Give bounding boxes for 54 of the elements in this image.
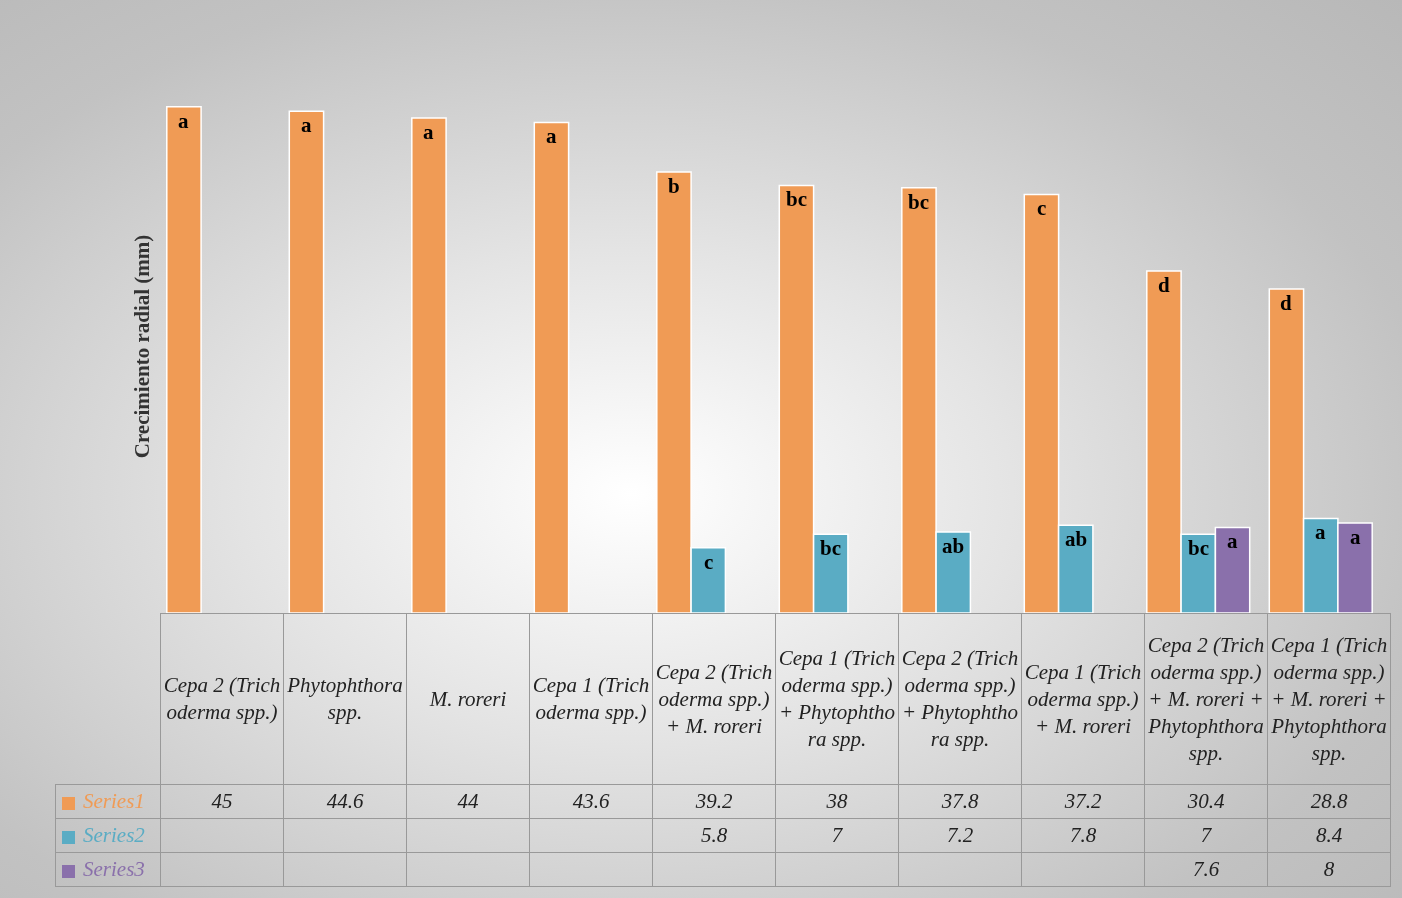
data-label: 7 [1144, 818, 1268, 853]
annotation: a [301, 113, 312, 137]
annotation: c [1037, 196, 1047, 220]
data-label: 37.2 [1021, 784, 1145, 819]
annotation: a [1227, 529, 1238, 553]
annotation: a [178, 109, 189, 133]
y-axis-title: Crecimiento radial (mm) [130, 234, 155, 459]
x-tick-label: Phytophthora spp. [283, 613, 407, 785]
legend-label: Series2 [83, 823, 145, 847]
annotation: c [704, 550, 714, 574]
text: Series1 [83, 789, 145, 813]
annotation: bc [786, 187, 807, 211]
annotation: d [1158, 273, 1170, 297]
annotation: ab [942, 534, 965, 558]
x-tick-label: Cepa 1 (Trichoderma spp.) [529, 613, 653, 785]
x-tick-label: Cepa 1 (Trichoderma spp.) + Phytophthora spp. [775, 613, 899, 785]
annotation: ab [1065, 527, 1088, 551]
annotation: bc [820, 536, 841, 560]
data-label: 37.8 [898, 784, 1022, 819]
annotation: bc [908, 190, 929, 214]
data-label: 43.6 [529, 784, 653, 819]
data-label: 7 [775, 818, 899, 853]
annotation: a [423, 120, 434, 144]
data-label: 7.8 [1021, 818, 1145, 853]
data-label: 7.6 [1144, 852, 1268, 887]
data-label: 7.2 [898, 818, 1022, 853]
x-tick-label: Cepa 1 (Trichoderma spp.) + M. roreri + Phytophthora spp. [1267, 613, 1391, 785]
annotation: a [1315, 520, 1326, 544]
data-label: 45 [160, 784, 284, 819]
annotation: b [668, 174, 680, 198]
data-label: 38 [775, 784, 899, 819]
annotation: d [1280, 291, 1292, 315]
data-label: 5.8 [652, 818, 776, 853]
data-label: 30.4 [1144, 784, 1268, 819]
x-tick-label: M. roreri [406, 613, 530, 785]
annotation: bc [1188, 536, 1209, 560]
legend-label: Series3 [83, 857, 145, 881]
bar [411, 117, 447, 613]
x-tick-label: Cepa 2 (Trichoderma spp.) [160, 613, 284, 785]
bar [288, 110, 325, 613]
data-label: 8.4 [1267, 818, 1391, 853]
bar [166, 105, 202, 613]
annotation: a [546, 124, 557, 148]
bar [533, 121, 570, 613]
data-label: 44.6 [283, 784, 407, 819]
x-tick-label: Cepa 1 (Trichoderma spp.) + M. roreri [1021, 613, 1145, 785]
annotation: a [1350, 525, 1361, 549]
data-label: 39.2 [652, 784, 776, 819]
data-label: 8 [1267, 852, 1391, 887]
data-label: 28.8 [1267, 784, 1391, 819]
x-tick-label: Cepa 2 (Trichoderma spp.) + Phytophthora spp. [898, 613, 1022, 785]
x-tick-label: Cepa 2 (Trichoderma spp.) + M. roreri + Phytophthora spp. [1144, 613, 1268, 785]
x-tick-label: Cepa 2 (Trichoderma spp.) + M. roreri [652, 613, 776, 785]
data-label: 44 [406, 784, 530, 819]
